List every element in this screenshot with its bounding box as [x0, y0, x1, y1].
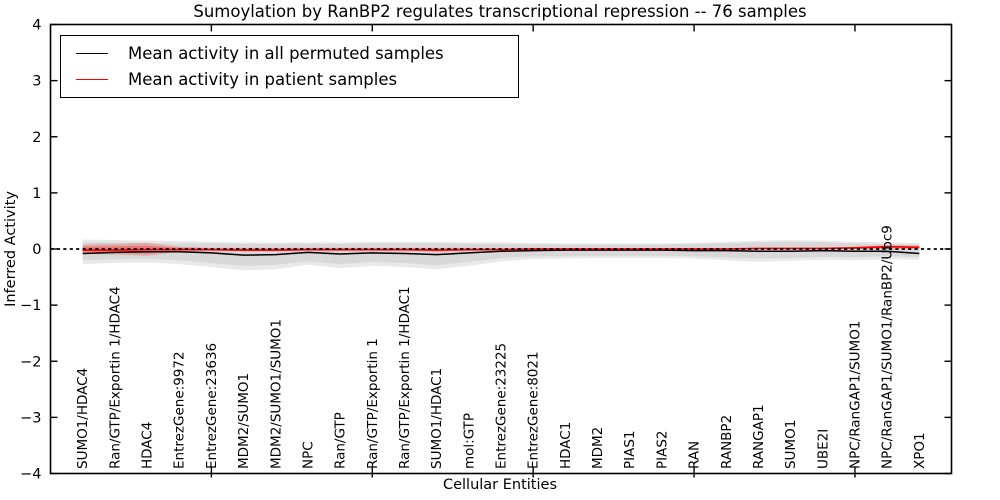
category-label: mol:GTP [461, 413, 477, 469]
category-label: RAN [687, 441, 703, 469]
legend-line-sample-permuted-icon [76, 53, 108, 54]
category-label: PIAS1 [622, 430, 638, 469]
y-tick-label: −2 [20, 354, 41, 370]
category-label: UBE2I [815, 429, 831, 469]
category-label: NPC/RanGAP1/SUMO1/RanBP2/Ubc9 [880, 225, 896, 469]
legend-label-permuted: Mean activity in all permuted samples [128, 44, 444, 63]
category-label: Ran/GTP/Exportin 1/HDAC4 [107, 286, 123, 469]
legend-entry-patient: Mean activity in patient samples [61, 70, 518, 89]
category-label: EntrezGene:23636 [204, 343, 220, 469]
category-label: RANBP2 [719, 415, 735, 469]
category-label: PIAS2 [654, 430, 670, 469]
category-label: MDM2/SUMO1 [236, 373, 252, 469]
category-label: MDM2/SUMO1/SUMO1 [268, 319, 284, 469]
category-label: SUMO1/HDAC1 [429, 368, 445, 469]
legend-entry-permuted: Mean activity in all permuted samples [61, 44, 518, 63]
y-tick-label: 1 [32, 186, 41, 202]
category-label: SUMO1 [783, 420, 799, 469]
category-label: EntrezGene:23225 [494, 343, 510, 469]
legend-line-sample-patient-icon [76, 79, 108, 80]
x-axis-title: Cellular Entities [442, 477, 558, 493]
category-label: MDM2 [590, 427, 606, 469]
chart-title: Sumoylation by RanBP2 regulates transcri… [193, 2, 807, 21]
category-label: NPC [300, 441, 316, 469]
y-tick-label: −3 [20, 410, 41, 426]
category-label: SUMO1/HDAC4 [75, 368, 91, 469]
y-tick-label: 0 [32, 242, 41, 258]
category-label: Ran/GTP/Exportin 1/HDAC1 [397, 286, 413, 469]
category-label: EntrezGene:8021 [526, 351, 542, 469]
y-tick-label: 3 [32, 74, 41, 90]
category-label: Ran/GTP/Exportin 1 [365, 338, 381, 469]
category-label: Ran/GTP [333, 412, 349, 469]
category-label: HDAC1 [558, 422, 574, 469]
category-label: XPO1 [912, 432, 928, 469]
legend-label-patient: Mean activity in patient samples [128, 70, 398, 89]
category-label: HDAC4 [140, 422, 156, 469]
y-tick-label: 2 [32, 130, 41, 146]
series-line-permuted [82, 249, 920, 256]
legend: Mean activity in all permuted samples Me… [60, 35, 519, 98]
y-axis-title: Inferred Activity [3, 191, 19, 307]
y-tick-label: −1 [20, 298, 41, 314]
y-tick-label: 4 [32, 18, 41, 34]
band-permuted-range-inner [82, 241, 920, 266]
category-label: RANGAP1 [751, 404, 767, 469]
y-tick-label: −4 [20, 467, 41, 483]
category-label: EntrezGene:9972 [172, 351, 188, 469]
category-label: NPC/RanGAP1/SUMO1 [847, 321, 863, 469]
